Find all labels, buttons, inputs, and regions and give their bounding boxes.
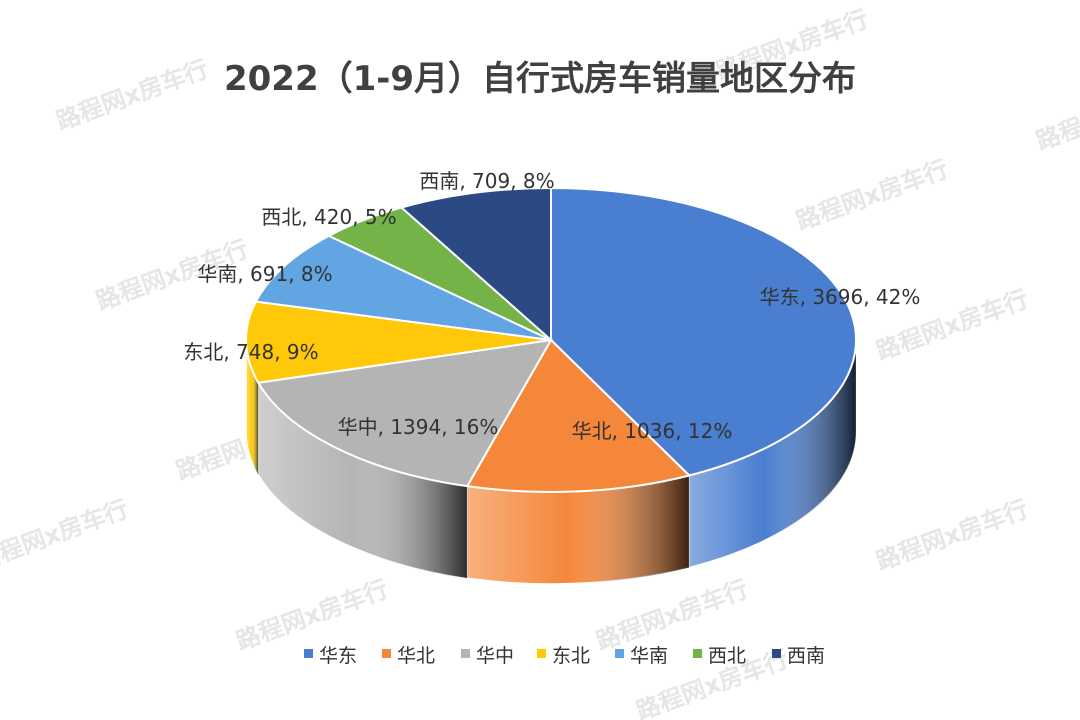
data-labels: 华东, 3696, 42% 华北, 1036, 12% 华中, 1394, 16% 东… <box>183 169 920 443</box>
legend-swatch-西南 <box>772 649 781 658</box>
pie-side-shade <box>245 340 259 475</box>
pie-slice-华南 <box>254 234 552 341</box>
legend-label-西北: 西北 <box>708 645 746 667</box>
pie-side-shade <box>467 475 690 584</box>
data-label-华东: 华东, 3696, 42% <box>760 285 921 309</box>
data-label-华中: 华中, 1394, 16% <box>338 415 499 439</box>
chart-title: 2022（1-9月）自行式房车销量地区分布 <box>224 59 856 99</box>
watermark-text: 路程网x房车行 <box>52 55 211 136</box>
legend: 华东 华北 华中 东北 华南 西北 西南 <box>304 645 825 667</box>
watermark-text: 路程网x房车行 <box>792 155 951 236</box>
pie-slice-华东 <box>550 186 858 477</box>
data-label-东北: 东北, 748, 9% <box>183 340 318 364</box>
data-label-西南: 西南, 709, 8% <box>419 169 554 193</box>
legend-swatch-华东 <box>304 649 313 658</box>
legend-swatch-西北 <box>693 649 702 658</box>
legend-label-华北: 华北 <box>397 645 435 667</box>
legend-label-华东: 华东 <box>319 645 357 667</box>
pie-side-shade <box>689 340 856 568</box>
pie-slices <box>245 186 858 493</box>
watermark-text: 路程网x房车行 <box>1032 75 1080 156</box>
pie-side-shade <box>258 382 468 579</box>
watermark-text: 路程网x房车行 <box>0 495 132 576</box>
legend-label-西南: 西南 <box>787 645 825 667</box>
legend-label-华中: 华中 <box>476 645 514 667</box>
legend-swatch-华北 <box>382 649 391 658</box>
watermark-text: 路程网x房车行 <box>592 575 751 656</box>
pie-slice-华北 <box>465 338 692 493</box>
data-label-西北: 西北, 420, 5% <box>261 205 396 229</box>
legend-swatch-东北 <box>537 649 546 658</box>
pie-sides <box>245 339 857 585</box>
watermark-text: 路程网x房车行 <box>232 575 391 656</box>
pie-slice-东北 <box>245 300 552 384</box>
data-label-华南: 华南, 691, 8% <box>197 262 332 286</box>
pie-slice-华中 <box>256 338 553 488</box>
legend-swatch-华中 <box>461 649 470 658</box>
legend-label-华南: 华南 <box>630 645 668 667</box>
legend-swatch-华南 <box>615 649 624 658</box>
pie-slice-西南 <box>399 186 552 343</box>
watermark-text: 路程网x房车行 <box>872 495 1031 576</box>
legend-label-东北: 东北 <box>552 645 590 667</box>
data-label-华北: 华北, 1036, 12% <box>572 419 733 443</box>
